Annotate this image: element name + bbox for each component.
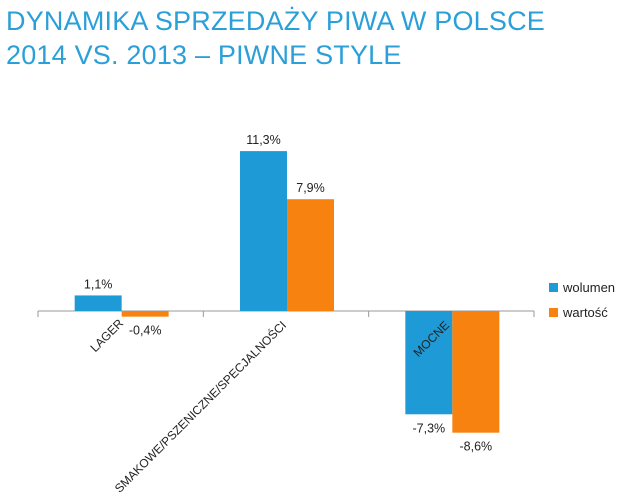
bar-wolumen-1: [74, 295, 122, 311]
bar-wartość-2: [287, 199, 334, 311]
legend-swatch-wartosc: [549, 307, 558, 317]
x-tick-label-2: SMAKOWE/PSZENICZNE/SPECJALNOŚCI: [111, 318, 289, 496]
bar-wolumen-2: [240, 151, 287, 311]
data-label-wolumen-3: -7,3%: [413, 421, 446, 435]
data-label-wolumen-1: 1,1%: [84, 277, 113, 291]
legend: wolumen wartość: [549, 279, 615, 329]
legend-label-wartosc: wartość: [563, 304, 608, 320]
data-label-wolumen-2: 11,3%: [246, 133, 281, 147]
data-label-wartość-1: -0,4%: [129, 324, 162, 338]
bar-wolumen-3: [405, 311, 453, 415]
bar-wartość-1: [121, 311, 169, 317]
bar-wartość-3: [452, 311, 500, 433]
data-label-wartość-2: 7,9%: [296, 181, 325, 195]
chart-title-line-2: 2014 VS. 2013 – PIWNE STYLE: [6, 40, 402, 70]
chart-title: DYNAMIKA SPRZEDAŻY PIWA W POLSCE 2014 VS…: [6, 4, 545, 72]
data-label-wartość-3: -8,6%: [460, 440, 493, 454]
x-tick-label-1: LAGER: [87, 316, 126, 355]
legend-item-wartosc: wartość: [549, 304, 615, 320]
chart-title-line-1: DYNAMIKA SPRZEDAŻY PIWA W POLSCE: [6, 6, 546, 36]
legend-label-wolumen: wolumen: [563, 279, 616, 295]
legend-swatch-wolumen: [549, 282, 558, 292]
legend-item-wolumen: wolumen: [549, 279, 615, 295]
